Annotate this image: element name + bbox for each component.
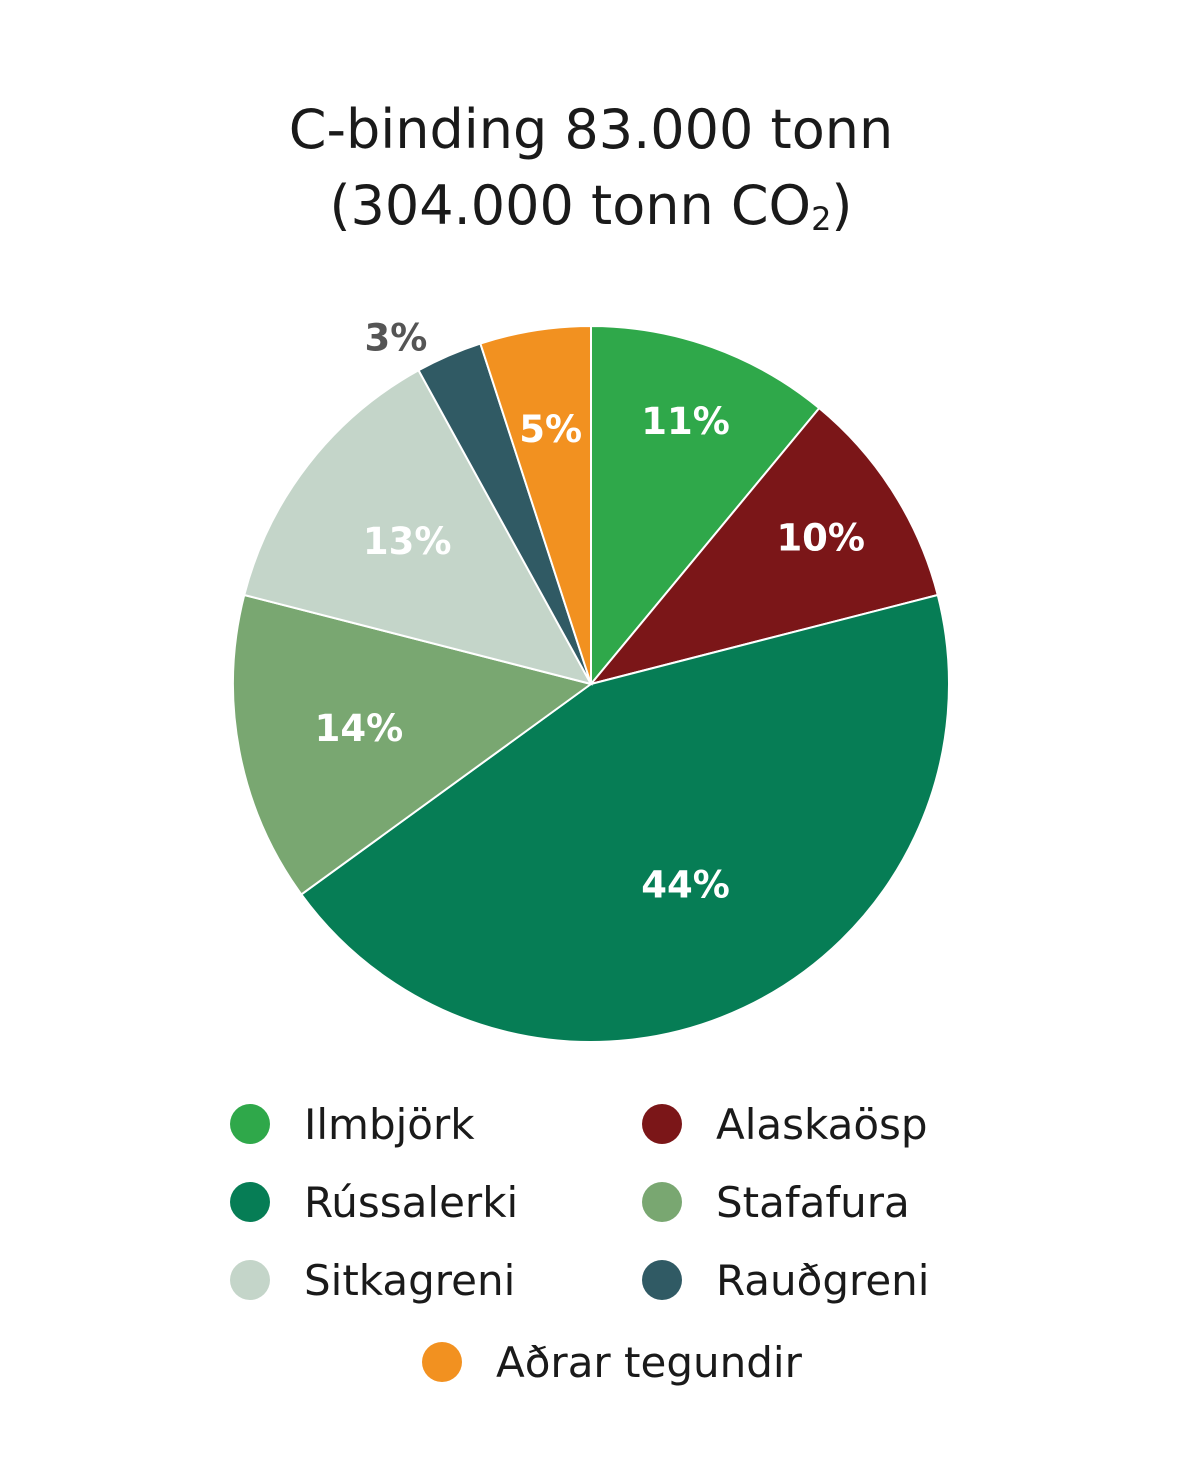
pie-slice-stafafura bbox=[232, 593, 594, 896]
slice-label: 14% bbox=[315, 707, 404, 750]
chart-title-line-2-suffix: ) bbox=[831, 174, 853, 237]
slice-label: 10% bbox=[776, 517, 865, 560]
slice-label: 5% bbox=[519, 408, 582, 451]
legend-label: Rauðgreni bbox=[716, 1255, 930, 1305]
pie-slice-r-ssalerki bbox=[299, 593, 950, 1043]
legend-label: Ilmbjörk bbox=[304, 1099, 475, 1149]
legend-item: Ilmbjörk bbox=[230, 1094, 475, 1154]
legend-item: Alaskaösp bbox=[642, 1094, 928, 1154]
pie-slice-a-rar-tegundir bbox=[479, 324, 592, 685]
legend-swatch bbox=[230, 1104, 270, 1144]
legend-label: Alaskaösp bbox=[716, 1099, 928, 1149]
slice-label: 11% bbox=[641, 400, 730, 443]
chart-title: C-binding 83.000 tonn (304.000 tonn CO2) bbox=[0, 92, 1182, 244]
pie-chart: 11% 10% 44% 14% 13% 3% 5% bbox=[232, 316, 950, 1043]
chart-title-line-2-prefix: (304.000 tonn CO bbox=[329, 174, 812, 237]
legend-swatch bbox=[642, 1104, 682, 1144]
legend-label: Stafafura bbox=[716, 1177, 910, 1227]
legend-swatch bbox=[230, 1260, 270, 1300]
pie-slice-alaska-sp bbox=[588, 406, 939, 686]
legend-label: Sitkagreni bbox=[304, 1255, 516, 1305]
legend-item: Rauðgreni bbox=[642, 1250, 929, 1310]
chart-title-line-2: (304.000 tonn CO2) bbox=[0, 168, 1182, 244]
legend-swatch bbox=[642, 1182, 682, 1222]
chart-title-line-1: C-binding 83.000 tonn bbox=[288, 98, 894, 161]
legend-item: Sitkagreni bbox=[230, 1250, 515, 1310]
legend-item: Rússalerki bbox=[230, 1172, 518, 1232]
legend-label: Aðrar tegundir bbox=[496, 1337, 802, 1387]
pie-slice-ilmbj-rk bbox=[590, 324, 821, 687]
pie-slice-sitkagreni bbox=[243, 368, 593, 686]
legend-item: Aðrar tegundir bbox=[422, 1332, 802, 1392]
slice-label: 3% bbox=[365, 316, 428, 359]
legend-swatch bbox=[422, 1342, 462, 1382]
legend-swatch bbox=[642, 1260, 682, 1300]
legend-label: Rússalerki bbox=[304, 1177, 519, 1227]
chart-title-subscript: 2 bbox=[811, 200, 832, 238]
slice-label: 13% bbox=[363, 520, 452, 563]
legend-swatch bbox=[230, 1182, 270, 1222]
slice-label: 44% bbox=[641, 863, 730, 906]
legend-item: Stafafura bbox=[642, 1172, 910, 1232]
